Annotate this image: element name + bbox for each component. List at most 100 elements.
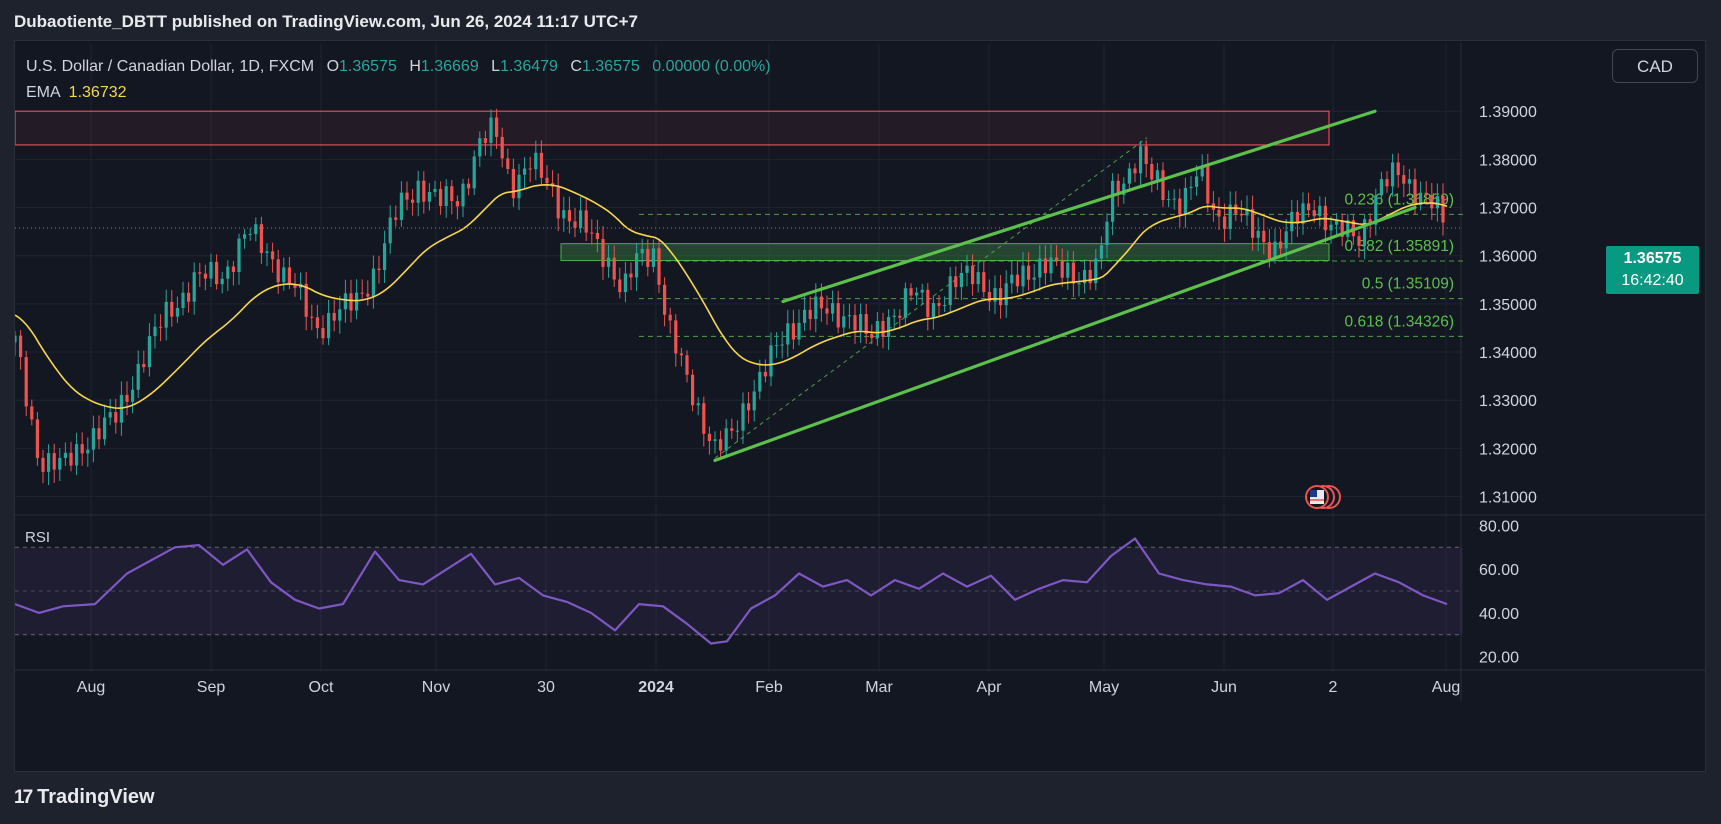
candle-body: [1340, 220, 1344, 237]
candle-body: [321, 328, 325, 339]
candle-body: [371, 268, 375, 297]
candle-body: [1200, 165, 1204, 177]
candle-body: [719, 439, 723, 451]
candle-body: [47, 453, 51, 472]
candle-body: [562, 210, 566, 219]
candle-body: [1379, 179, 1383, 196]
candle-body: [231, 266, 235, 273]
candle-body: [1167, 199, 1171, 201]
candle-body: [1133, 168, 1137, 174]
candle-body: [1077, 283, 1081, 285]
candle-body: [847, 315, 851, 317]
candle-body: [147, 336, 151, 368]
candle-body: [35, 419, 39, 458]
candle-body: [500, 136, 504, 159]
candle-body: [814, 296, 818, 319]
currency-button[interactable]: CAD: [1612, 49, 1698, 83]
candle-body: [478, 138, 482, 157]
candle-body: [987, 291, 991, 302]
candle-body: [444, 186, 448, 206]
candle-body: [993, 288, 997, 302]
time-tick-label: 2024: [638, 679, 674, 696]
time-tick-label: Jun: [1211, 679, 1237, 696]
low-value: 1.36479: [500, 58, 558, 75]
ema-line: [15, 183, 1461, 410]
candle-body: [103, 417, 107, 440]
candle-body: [926, 289, 930, 317]
price-tick-label: 1.39000: [1479, 104, 1537, 121]
fib-level-label: 0.382 (1.35891): [1345, 238, 1454, 255]
chart-panel[interactable]: 0.236 (1.36859) 0.382 (1.35891) 0.5 (1.351…: [14, 40, 1706, 772]
candle-body: [651, 248, 655, 267]
chart-canvas[interactable]: 0.236 (1.36859)0.382 (1.35891)0.5 (1.351…: [15, 41, 1707, 773]
candle-body: [52, 453, 56, 470]
candle-body: [131, 389, 135, 402]
candle-body: [433, 188, 437, 192]
candle-body: [623, 273, 627, 293]
candle-body: [819, 296, 823, 309]
price-tick-label: 1.33000: [1479, 393, 1537, 410]
candle-body: [579, 210, 583, 228]
legend: U.S. Dollar / Canadian Dollar, 1D, FXCM …: [26, 54, 771, 106]
fib-level-label: 0.618 (1.34326): [1345, 313, 1454, 330]
candle-body: [1139, 146, 1143, 174]
candle-body: [534, 152, 538, 170]
ema-label[interactable]: EMA: [26, 84, 61, 101]
candle-body: [1116, 180, 1120, 196]
candle-body: [63, 452, 67, 459]
axes: 1.39000 1.38000 1.37000 1.36000 1.35000 1.340…: [77, 104, 1537, 696]
tradingview-logo[interactable]: 17 TradingView: [14, 786, 155, 809]
candle-body: [159, 326, 163, 328]
open-label: O: [326, 58, 340, 75]
candle-body: [758, 371, 762, 392]
change-value: 0.00000 (0.00%): [652, 58, 771, 75]
rsi-polyline: [15, 537, 1448, 645]
candle-body: [489, 117, 493, 143]
rsi-pane: 80.00 60.00 40.00 20.00 RSI: [15, 518, 1519, 667]
candle-body: [752, 391, 756, 411]
candle-body: [1189, 186, 1193, 188]
rsi-label: RSI: [25, 529, 50, 546]
candle-body: [388, 217, 392, 244]
candle-body: [724, 428, 728, 451]
candle-body: [881, 320, 885, 337]
candle-body: [30, 406, 34, 420]
candle-body: [1279, 241, 1283, 249]
candle-body: [741, 403, 745, 431]
candle-body: [315, 317, 319, 329]
candle-body: [405, 192, 409, 200]
candle-body: [595, 232, 599, 239]
candle-body: [19, 335, 23, 358]
candle-body: [226, 266, 230, 279]
candle-body: [1021, 265, 1025, 287]
misc: [1305, 485, 1341, 509]
trend-channel[interactable]: [713, 109, 1417, 463]
candle-body: [394, 217, 398, 220]
candle-body: [679, 353, 683, 356]
candle-body: [86, 449, 90, 454]
price-tick-label: 1.38000: [1479, 152, 1537, 169]
candle-body: [1284, 231, 1288, 249]
fib-level-label: 0.5 (1.35109): [1362, 276, 1454, 293]
close-value: 1.36575: [581, 58, 640, 75]
candle-body: [293, 283, 297, 288]
candle-body: [1049, 257, 1053, 274]
candle-body: [786, 323, 790, 345]
fib-retracement[interactable]: 0.236 (1.36859)0.382 (1.35891)0.5 (1.351…: [639, 137, 1463, 459]
candle-body: [164, 301, 168, 328]
legend-ema-row: EMA 1.36732: [26, 80, 771, 106]
candle-body: [707, 433, 711, 442]
candle-body: [287, 267, 291, 284]
candle-body: [1441, 195, 1445, 223]
candle-body: [1206, 165, 1210, 204]
candle-body: [181, 292, 185, 309]
candle-body: [80, 444, 84, 454]
candle-body: [517, 174, 521, 199]
candle-body: [125, 394, 129, 402]
candle-body: [948, 276, 952, 306]
rsi-tick-label: 20.00: [1479, 650, 1519, 667]
price-tick-label: 1.31000: [1479, 490, 1537, 507]
time-tick-label: Aug: [1432, 679, 1460, 696]
time-tick-label: Aug: [77, 679, 105, 696]
symbol-title[interactable]: U.S. Dollar / Canadian Dollar, 1D, FXCM: [26, 58, 315, 75]
